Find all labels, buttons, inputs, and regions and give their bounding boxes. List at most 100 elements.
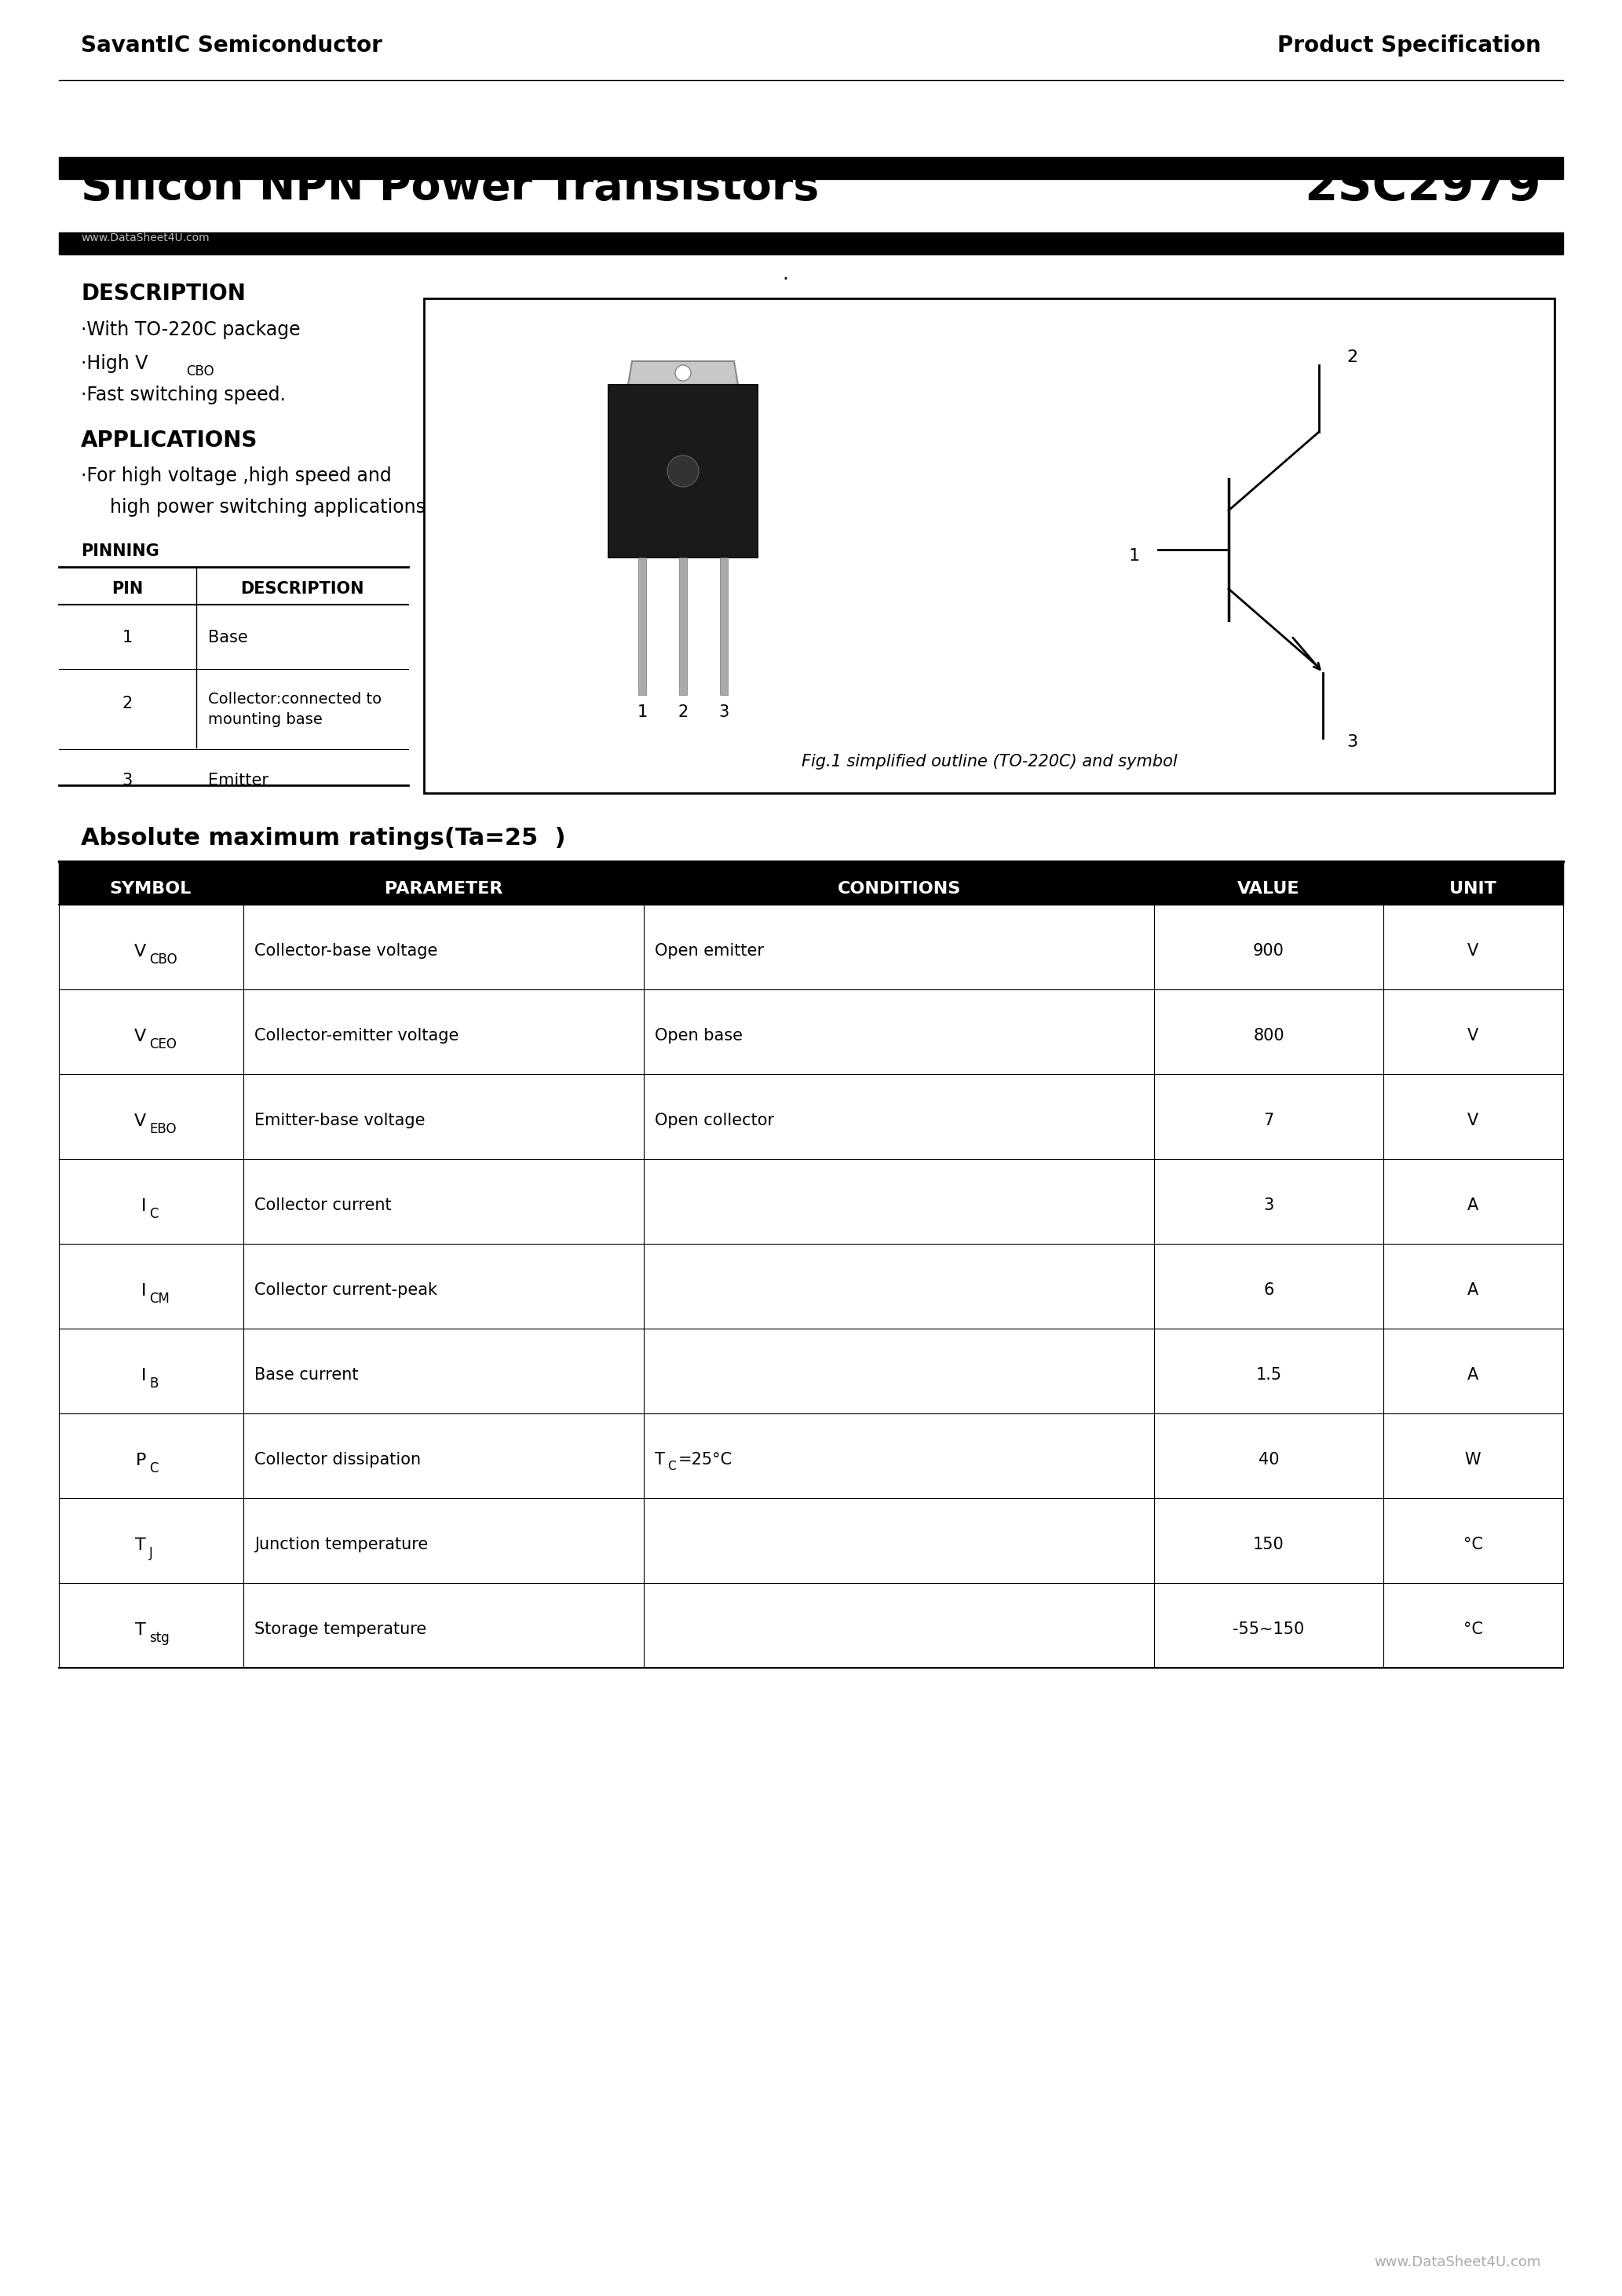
Text: Base: Base (208, 629, 248, 645)
Text: 3: 3 (719, 705, 728, 721)
Text: °C: °C (1463, 1621, 1483, 1637)
Text: ·Fast switching speed.: ·Fast switching speed. (81, 386, 285, 404)
Text: www.DataSheet4U.com: www.DataSheet4U.com (1374, 2255, 1541, 2268)
Text: P: P (136, 1453, 146, 1469)
Text: high power switching applications: high power switching applications (110, 498, 425, 517)
Text: www.DataSheet4U.com: www.DataSheet4U.com (81, 232, 209, 243)
Text: 150: 150 (1254, 1536, 1285, 1552)
Text: DESCRIPTION: DESCRIPTION (81, 282, 245, 305)
Text: J: J (149, 1545, 152, 1561)
Text: CEO: CEO (149, 1038, 177, 1052)
Text: Product Specification: Product Specification (1278, 34, 1541, 57)
Bar (608, 386, 757, 558)
Text: V: V (1468, 944, 1478, 960)
Text: Collector dissipation: Collector dissipation (255, 1451, 420, 1467)
Text: 1: 1 (637, 705, 647, 721)
Text: Storage temperature: Storage temperature (255, 1621, 427, 1637)
Text: A: A (1468, 1281, 1478, 1297)
Text: T: T (135, 1538, 146, 1552)
Text: DESCRIPTION: DESCRIPTION (240, 581, 363, 597)
Text: I: I (141, 1199, 146, 1215)
Text: 3: 3 (122, 774, 133, 788)
Text: 1: 1 (122, 629, 133, 645)
Text: ·: · (782, 271, 788, 289)
Text: 3: 3 (1264, 1199, 1273, 1212)
Text: 2: 2 (678, 705, 688, 721)
Text: °C: °C (1463, 1536, 1483, 1552)
Text: ·For high voltage ,high speed and: ·For high voltage ,high speed and (81, 466, 391, 484)
Text: T: T (655, 1451, 665, 1467)
Text: Absolute maximum ratings(Ta=25  ): Absolute maximum ratings(Ta=25 ) (81, 827, 566, 850)
Text: Emitter: Emitter (208, 774, 269, 788)
Text: 3: 3 (1346, 735, 1358, 751)
Text: B: B (149, 1378, 157, 1391)
Text: 900: 900 (1254, 944, 1285, 960)
Text: PIN: PIN (112, 581, 143, 597)
Circle shape (667, 455, 699, 487)
Polygon shape (628, 360, 738, 386)
Text: 1: 1 (1129, 549, 1140, 565)
Text: PARAMETER: PARAMETER (384, 882, 503, 898)
Text: 1.5: 1.5 (1255, 1366, 1281, 1382)
Text: C: C (667, 1460, 676, 1472)
Text: CBO: CBO (187, 365, 214, 379)
Bar (423, 298, 1554, 792)
Bar (720, 558, 728, 696)
Text: mounting base: mounting base (208, 712, 323, 728)
Text: 800: 800 (1254, 1029, 1285, 1045)
Text: CM: CM (149, 1293, 169, 1306)
Text: C: C (149, 1208, 159, 1221)
Text: Junction temperature: Junction temperature (255, 1536, 428, 1552)
Bar (58, 861, 1564, 905)
Bar (639, 558, 646, 696)
Text: C: C (149, 1460, 159, 1476)
Text: Collector-base voltage: Collector-base voltage (255, 944, 438, 960)
Text: Collector current: Collector current (255, 1199, 391, 1212)
Bar (680, 558, 688, 696)
Text: =25°C: =25°C (678, 1451, 733, 1467)
Text: Emitter-base voltage: Emitter-base voltage (255, 1114, 425, 1127)
Text: -55~150: -55~150 (1233, 1621, 1304, 1637)
Text: Collector-emitter voltage: Collector-emitter voltage (255, 1029, 459, 1045)
Text: T: T (135, 1623, 146, 1637)
Text: 7: 7 (1264, 1114, 1273, 1127)
Text: Fig.1 simplified outline (TO-220C) and symbol: Fig.1 simplified outline (TO-220C) and s… (801, 753, 1178, 769)
Text: EBO: EBO (149, 1123, 177, 1137)
Text: A: A (1468, 1199, 1478, 1212)
Text: V: V (135, 1029, 146, 1045)
Text: UNIT: UNIT (1450, 882, 1497, 898)
Text: A: A (1468, 1366, 1478, 1382)
Text: ·High V: ·High V (81, 354, 148, 372)
Text: Silicon NPN Power Transistors: Silicon NPN Power Transistors (81, 168, 819, 209)
Text: Open base: Open base (655, 1029, 743, 1045)
Circle shape (675, 365, 691, 381)
Text: W: W (1465, 1451, 1481, 1467)
Text: SYMBOL: SYMBOL (110, 882, 191, 898)
Text: APPLICATIONS: APPLICATIONS (81, 429, 258, 452)
Text: ·With TO-220C package: ·With TO-220C package (81, 321, 300, 340)
Text: PINNING: PINNING (81, 544, 159, 560)
Bar (58, 232, 1564, 255)
Text: V: V (1468, 1114, 1478, 1127)
Text: V: V (1468, 1029, 1478, 1045)
Text: Open collector: Open collector (655, 1114, 774, 1127)
Text: 6: 6 (1264, 1281, 1273, 1297)
Text: Base current: Base current (255, 1366, 358, 1382)
Text: VALUE: VALUE (1238, 882, 1299, 898)
Text: Collector current-peak: Collector current-peak (255, 1281, 438, 1297)
Text: SavantIC Semiconductor: SavantIC Semiconductor (81, 34, 383, 57)
Text: 2: 2 (1346, 349, 1358, 365)
Text: 40: 40 (1259, 1451, 1280, 1467)
Text: I: I (141, 1368, 146, 1384)
Text: Collector:connected to: Collector:connected to (208, 691, 381, 707)
Text: 2SC2979: 2SC2979 (1304, 163, 1541, 211)
Text: stg: stg (149, 1630, 169, 1644)
Text: CONDITIONS: CONDITIONS (837, 882, 960, 898)
Text: Open emitter: Open emitter (655, 944, 764, 960)
Text: V: V (135, 944, 146, 960)
Text: CBO: CBO (149, 953, 177, 967)
Text: V: V (135, 1114, 146, 1130)
Text: 2: 2 (122, 696, 133, 712)
Bar (58, 156, 1564, 179)
Text: I: I (141, 1283, 146, 1300)
